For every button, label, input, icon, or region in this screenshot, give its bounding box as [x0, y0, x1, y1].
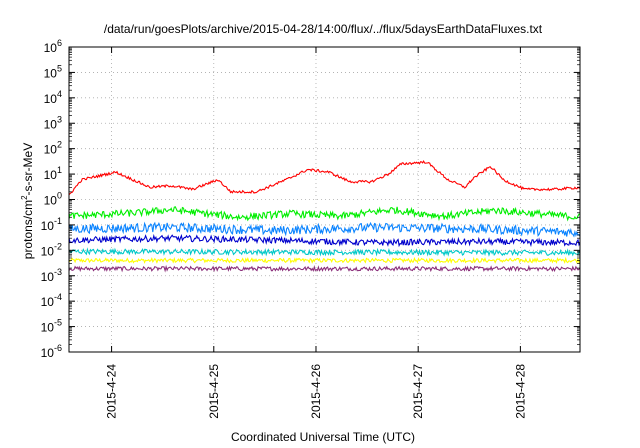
y-tick-exponent: 5	[57, 63, 62, 73]
flux-series-line	[69, 247, 581, 257]
y-tick-exponent: -4	[54, 292, 62, 302]
flux-series-line	[68, 159, 581, 196]
y-axis: 10-610-510-410-310-210-11001011021031041…	[41, 38, 580, 360]
x-axis: 2015-4-24 2015-4-25 2015-4-26 2015-4-27 2015…	[105, 47, 527, 419]
y-tick-base: 10	[41, 219, 55, 233]
y-tick-exponent: 3	[57, 114, 62, 124]
y-tick-label: 101	[44, 165, 62, 182]
y-axis-label: protons/cm2-s-sr-MeV	[20, 143, 35, 259]
y-tick-base: 10	[41, 346, 55, 360]
flux-series-line	[68, 206, 581, 222]
y-tick-exponent: -5	[54, 318, 62, 328]
x-tick-label: 2015-4-25	[207, 364, 221, 419]
chart-title: /data/run/goesPlots/archive/2015-04-28/1…	[104, 22, 543, 36]
y-tick-label: 105	[44, 63, 62, 80]
y-tick-base: 10	[41, 244, 55, 258]
flux-series-line	[68, 264, 581, 273]
y-tick-base: 10	[44, 92, 58, 106]
y-tick-exponent: 6	[57, 38, 62, 48]
y-tick-label: 104	[44, 89, 62, 106]
y-tick-base: 10	[41, 270, 55, 284]
y-tick-label: 103	[44, 114, 62, 131]
y-tick-label: 106	[44, 38, 62, 55]
grid-layer	[69, 47, 580, 352]
y-tick-label: 10-3	[41, 267, 62, 284]
y-tick-base: 10	[44, 66, 58, 80]
y-tick-label: 102	[44, 140, 62, 157]
y-axis-label-main: protons/cm	[21, 200, 35, 259]
y-tick-label: 10-4	[41, 292, 62, 309]
y-tick-exponent: 0	[57, 191, 62, 201]
flux-series-line	[68, 233, 581, 248]
y-tick-base: 10	[44, 194, 58, 208]
flux-series-line	[68, 221, 581, 238]
y-tick-label: 10-1	[41, 216, 62, 233]
y-tick-exponent: -6	[54, 343, 62, 353]
y-tick-base: 10	[44, 143, 58, 157]
y-tick-label: 10-2	[41, 241, 62, 258]
y-tick-exponent: 4	[57, 89, 62, 99]
series-layer	[68, 159, 581, 273]
y-tick-base: 10	[44, 41, 58, 55]
x-axis-label: Coordinated Universal Time (UTC)	[231, 430, 415, 444]
y-axis-label-sup: 2	[20, 195, 29, 200]
x-tick-label: 2015-4-24	[105, 364, 119, 419]
x-tick-label: 2015-4-26	[309, 364, 323, 419]
y-tick-label: 100	[44, 191, 62, 208]
y-tick-exponent: -2	[54, 241, 62, 251]
y-tick-base: 10	[41, 321, 55, 335]
y-tick-exponent: -3	[54, 267, 62, 277]
y-tick-exponent: 2	[57, 140, 62, 150]
flux-series-line	[68, 256, 581, 265]
y-axis-label-rest: -s-sr-MeV	[21, 143, 35, 196]
y-tick-base: 10	[41, 295, 55, 309]
y-tick-base: 10	[44, 117, 58, 131]
x-tick-label: 2015-4-27	[411, 364, 425, 419]
y-tick-exponent: -1	[54, 216, 62, 226]
y-tick-exponent: 1	[57, 165, 62, 175]
x-tick-label: 2015-4-28	[513, 364, 527, 419]
y-tick-label: 10-6	[41, 343, 62, 360]
y-tick-label: 10-5	[41, 318, 62, 335]
y-tick-base: 10	[44, 168, 58, 182]
